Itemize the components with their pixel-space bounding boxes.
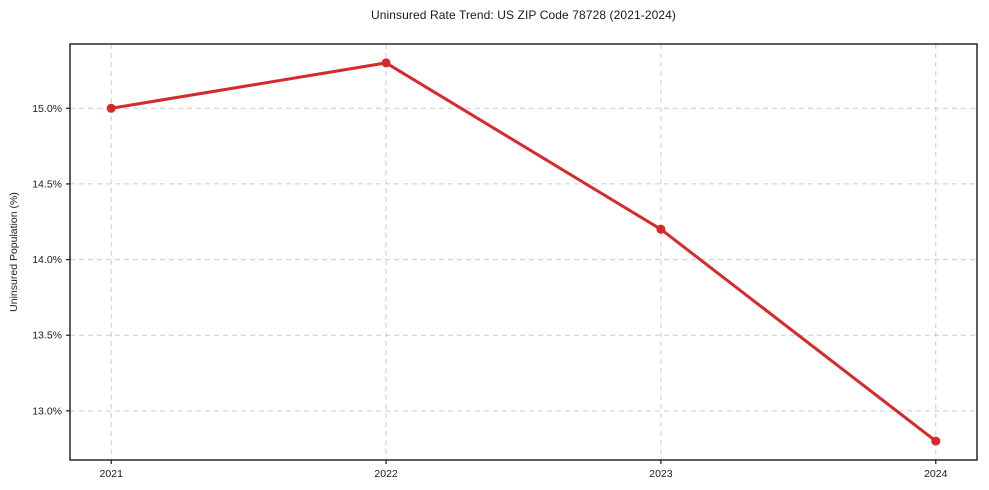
data-point-marker: [931, 436, 941, 446]
y-tick-label: 13.5%: [32, 330, 62, 342]
data-point-marker: [656, 224, 666, 234]
chart-title: Uninsured Rate Trend: US ZIP Code 78728 …: [370, 8, 677, 22]
y-tick-label: 14.5%: [32, 178, 62, 190]
x-tick-label: 2021: [100, 468, 124, 480]
plot-frame: [69, 43, 978, 461]
y-tick-label: 14.0%: [32, 254, 62, 266]
trend-line: [109, 61, 938, 443]
y-tick-label: 15.0%: [32, 103, 62, 115]
data-point-marker: [106, 103, 116, 113]
x-tick-label: 2022: [374, 468, 398, 480]
x-tick-label: 2023: [649, 468, 673, 480]
x-tick-label: 2024: [924, 468, 948, 480]
data-point-marker: [381, 58, 391, 68]
y-tick-label: 13.0%: [32, 405, 62, 417]
